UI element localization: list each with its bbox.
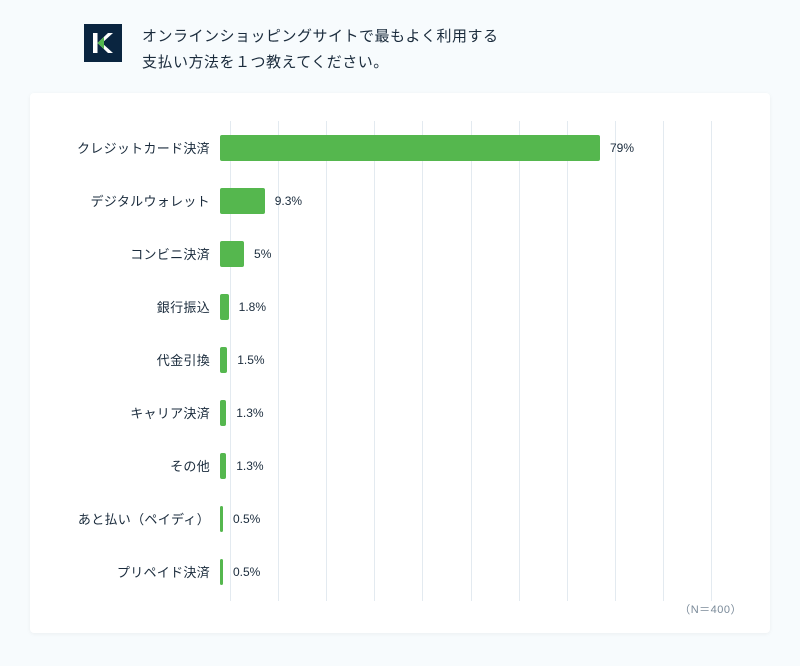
- bar-row: あと払い（ペイディ） 0.5%: [50, 492, 750, 545]
- chart-title: オンラインショッピングサイトで最もよく利用する 支払い方法を１つ教えてください。: [142, 24, 499, 75]
- bar-fill: [220, 506, 223, 532]
- bar-value: 1.3%: [236, 406, 263, 420]
- bar-value: 0.5%: [233, 565, 260, 579]
- bar-row: コンビニ決済 5%: [50, 227, 750, 280]
- bar-fill: [220, 453, 226, 479]
- bar-value: 1.5%: [237, 353, 264, 367]
- bar-label: あと払い（ペイディ）: [50, 509, 220, 528]
- bar-label: 銀行振込: [50, 297, 220, 316]
- bar-fill: [220, 559, 223, 585]
- bar-fill: [220, 347, 227, 373]
- bar-track: 1.3%: [220, 400, 750, 426]
- bar-fill: [220, 188, 265, 214]
- bar-track: 1.8%: [220, 294, 750, 320]
- chart-header: オンラインショッピングサイトで最もよく利用する 支払い方法を１つ教えてください。: [30, 24, 770, 75]
- bar-label: 代金引換: [50, 350, 220, 369]
- chart-card: クレジットカード決済 79% デジタルウォレット 9.3% コンビニ決済 5% 銀行振込 1.…: [30, 93, 770, 633]
- title-line-1: オンラインショッピングサイトで最もよく利用する: [142, 24, 499, 50]
- bar-track: 79%: [220, 135, 750, 161]
- bar-track: 5%: [220, 241, 750, 267]
- bar-label: クレジットカード決済: [50, 138, 220, 157]
- bar-value: 5%: [254, 247, 271, 261]
- bar-row: その他 1.3%: [50, 439, 750, 492]
- bar-track: 1.3%: [220, 453, 750, 479]
- bar-track: 0.5%: [220, 506, 750, 532]
- bar-fill: [220, 294, 229, 320]
- bar-track: 9.3%: [220, 188, 750, 214]
- bar-value: 1.8%: [239, 300, 266, 314]
- bar-label: キャリア決済: [50, 403, 220, 422]
- bar-row: 代金引換 1.5%: [50, 333, 750, 386]
- bar-row: キャリア決済 1.3%: [50, 386, 750, 439]
- bar-fill: [220, 241, 244, 267]
- bar-label: その他: [50, 456, 220, 475]
- chart-bars: クレジットカード決済 79% デジタルウォレット 9.3% コンビニ決済 5% 銀行振込 1.…: [50, 121, 750, 598]
- bar-row: デジタルウォレット 9.3%: [50, 174, 750, 227]
- bar-value: 79%: [610, 141, 634, 155]
- bar-track: 1.5%: [220, 347, 750, 373]
- bar-label: デジタルウォレット: [50, 191, 220, 210]
- bar-row: プリペイド決済 0.5%: [50, 545, 750, 598]
- title-line-2: 支払い方法を１つ教えてください。: [142, 50, 499, 76]
- sample-size-note: （N＝400）: [679, 601, 742, 617]
- bar-label: プリペイド決済: [50, 562, 220, 581]
- chart-area: クレジットカード決済 79% デジタルウォレット 9.3% コンビニ決済 5% 銀行振込 1.…: [50, 121, 750, 617]
- bar-row: 銀行振込 1.8%: [50, 280, 750, 333]
- bar-fill: [220, 400, 226, 426]
- brand-logo-icon: [84, 24, 122, 62]
- bar-track: 0.5%: [220, 559, 750, 585]
- bar-row: クレジットカード決済 79%: [50, 121, 750, 174]
- bar-label: コンビニ決済: [50, 244, 220, 263]
- bar-value: 9.3%: [275, 194, 302, 208]
- bar-value: 0.5%: [233, 512, 260, 526]
- bar-value: 1.3%: [236, 459, 263, 473]
- bar-fill: [220, 135, 600, 161]
